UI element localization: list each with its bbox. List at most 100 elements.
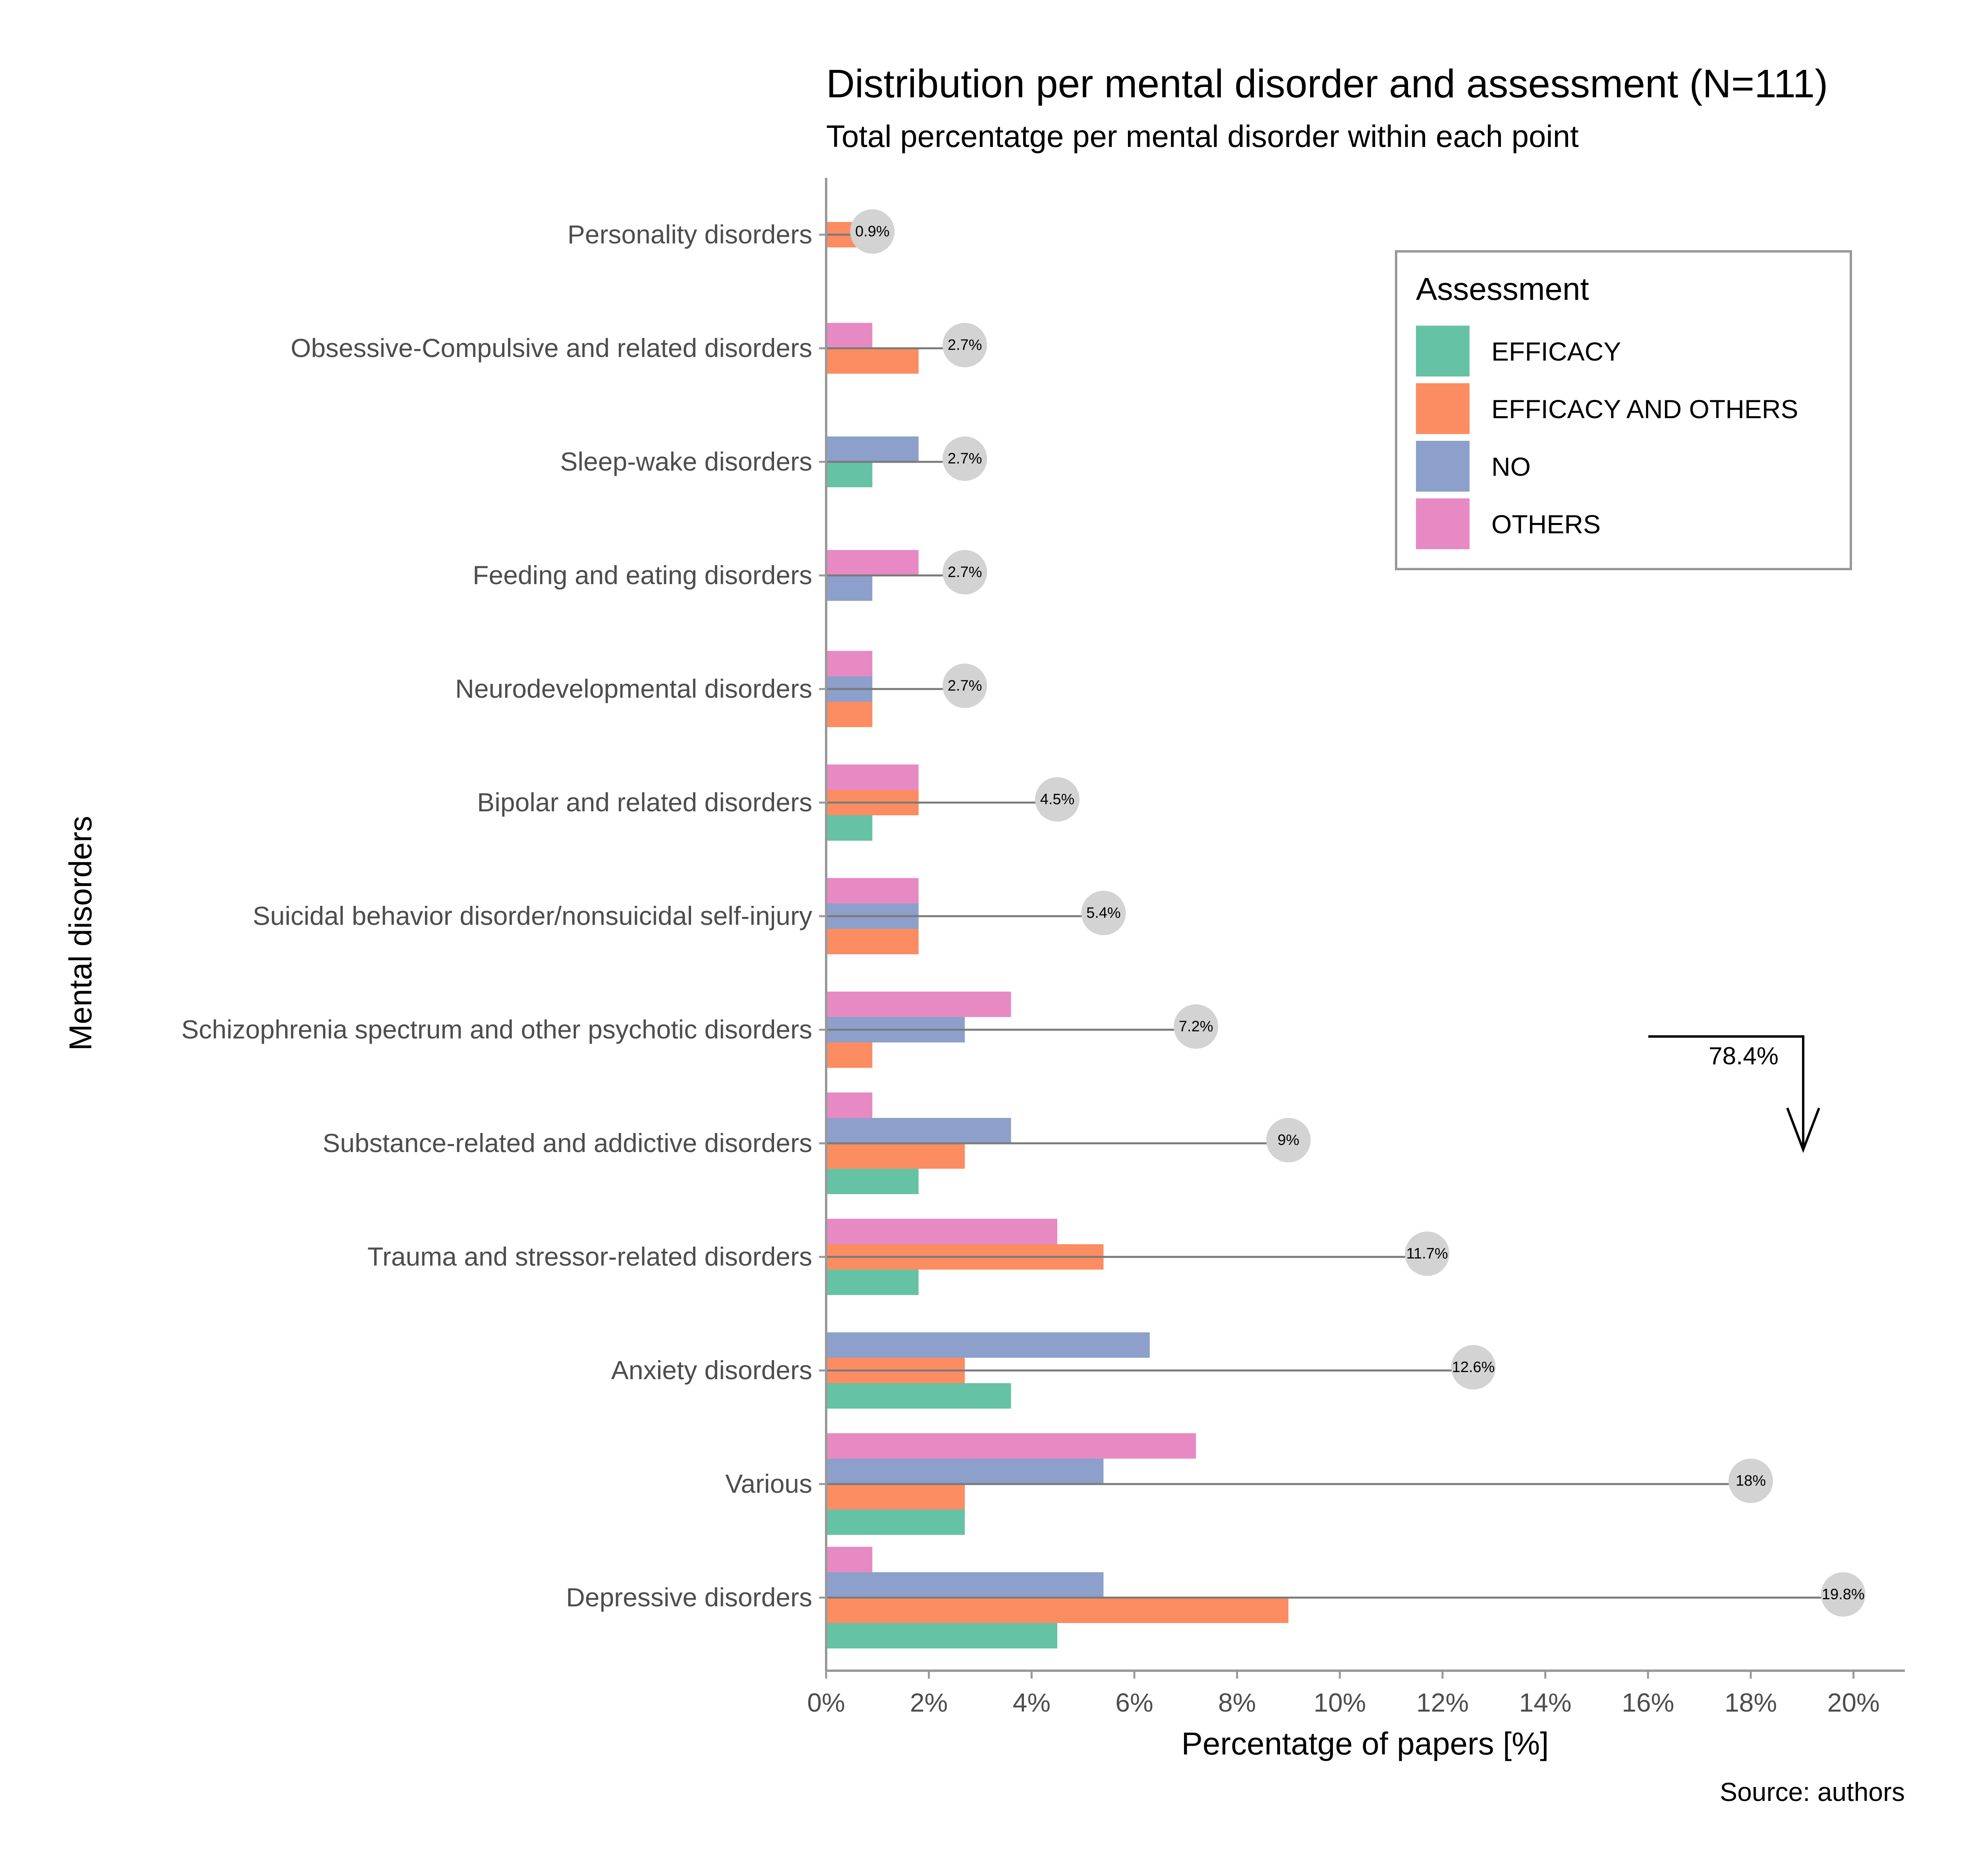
total-point bbox=[1081, 891, 1126, 935]
total-label: 2.7% bbox=[948, 677, 982, 694]
bar-others bbox=[826, 1433, 1196, 1459]
total-label: 0.9% bbox=[855, 223, 890, 240]
y-tick-label: Bipolar and related disorders bbox=[477, 787, 812, 817]
y-tick-label: Sleep-wake disorders bbox=[560, 447, 812, 476]
total-point bbox=[1405, 1231, 1450, 1276]
total-label: 18% bbox=[1736, 1473, 1766, 1489]
y-tick-label: Trauma and stressor-related disorders bbox=[367, 1242, 812, 1271]
y-tick-label: Obsessive-Compulsive and related disorde… bbox=[291, 333, 812, 363]
total-label: 2.7% bbox=[948, 450, 982, 467]
total-label: 12.6% bbox=[1452, 1359, 1495, 1376]
total-point bbox=[1035, 777, 1080, 822]
bar-efficacy-and-others bbox=[826, 1042, 873, 1068]
bar-efficacy bbox=[826, 1383, 1011, 1409]
bar-efficacy bbox=[826, 1623, 1057, 1648]
x-tick-label: 4% bbox=[1013, 1688, 1051, 1717]
legend-swatch bbox=[1416, 326, 1470, 376]
x-tick-label: 6% bbox=[1115, 1688, 1153, 1717]
bar-others bbox=[826, 651, 873, 676]
total-label: 2.7% bbox=[948, 564, 982, 581]
x-axis-title: Percentatge of papers [%] bbox=[1182, 1726, 1549, 1761]
bar-no bbox=[826, 436, 919, 462]
x-tick-label: 16% bbox=[1622, 1688, 1674, 1717]
x-tick-label: 12% bbox=[1416, 1688, 1469, 1717]
bar-efficacy-and-others bbox=[826, 702, 873, 727]
total-label: 9% bbox=[1278, 1132, 1300, 1148]
total-label: 5.4% bbox=[1086, 905, 1121, 921]
total-point bbox=[1174, 1004, 1219, 1049]
bar-no bbox=[826, 1118, 1011, 1143]
total-point bbox=[1451, 1345, 1496, 1390]
total-point bbox=[1266, 1118, 1311, 1162]
bar-efficacy-and-others bbox=[826, 1598, 1288, 1623]
total-point bbox=[1729, 1459, 1773, 1503]
legend-swatch bbox=[1416, 383, 1470, 434]
x-tick-label: 10% bbox=[1313, 1688, 1366, 1717]
bar-no bbox=[826, 575, 873, 601]
bar-efficacy-and-others bbox=[826, 929, 919, 954]
totals-layer: 0.9% 2.7% 2.7% 2.7% 2.7% 4.5% 5.4% 7.2% 9% 11.7% 1… bbox=[826, 209, 1866, 1617]
total-point bbox=[943, 323, 987, 367]
legend-swatch bbox=[1416, 498, 1470, 549]
legend-label: EFFICACY AND OTHERS bbox=[1491, 394, 1798, 424]
x-tick-labels: 0% 2% 4% 6% 8% 10% 12% 14% 16% 18% 20% bbox=[807, 1671, 1880, 1717]
bar-efficacy-and-others bbox=[826, 1484, 965, 1509]
bar-others bbox=[826, 1219, 1057, 1244]
chart-subtitle: Total percentatge per mental disorder wi… bbox=[826, 119, 1579, 154]
bar-no bbox=[826, 1459, 1104, 1484]
x-tick-label: 14% bbox=[1519, 1688, 1572, 1717]
bar-no bbox=[826, 1332, 1150, 1358]
y-tick-label: Neurodevelopmental disorders bbox=[455, 674, 812, 703]
y-tick-label: Schizophrenia spectrum and other psychot… bbox=[182, 1015, 812, 1044]
annotation-bracket bbox=[1648, 1035, 1804, 1150]
x-tick-label: 18% bbox=[1725, 1688, 1777, 1717]
x-tick-label: 20% bbox=[1827, 1688, 1880, 1717]
total-point bbox=[850, 209, 895, 254]
bar-no bbox=[826, 1572, 1104, 1598]
source-caption: Source: authors bbox=[1720, 1777, 1905, 1807]
total-point bbox=[943, 664, 987, 708]
bar-efficacy bbox=[826, 1509, 965, 1535]
legend-items: EFFICACY EFFICACY AND OTHERS NO OTHERS bbox=[1416, 326, 1798, 549]
legend: Assessment EFFICACY EFFICACY AND OTHERS NO… bbox=[1395, 250, 1852, 570]
y-tick-label: Suicidal behavior disorder/nonsuicidal s… bbox=[253, 901, 812, 930]
bar-others bbox=[826, 764, 919, 790]
bar-others bbox=[826, 878, 919, 903]
y-tick-label: Various bbox=[725, 1469, 812, 1498]
y-tick-label: Personality disorders bbox=[568, 220, 812, 249]
arrow-down-icon bbox=[1786, 1107, 1820, 1153]
y-tick-label: Depressive disorders bbox=[566, 1583, 812, 1612]
legend-box bbox=[1395, 250, 1852, 570]
legend-label: OTHERS bbox=[1491, 510, 1601, 539]
bar-others bbox=[826, 550, 919, 575]
total-annotation: 78.4% bbox=[1648, 1035, 1820, 1153]
total-label: 11.7% bbox=[1406, 1245, 1448, 1262]
bar-efficacy bbox=[826, 815, 873, 841]
bar-efficacy-and-others bbox=[826, 1143, 965, 1169]
legend-swatch bbox=[1416, 441, 1470, 492]
bar-efficacy bbox=[826, 462, 873, 487]
legend-title: Assessment bbox=[1416, 271, 1589, 307]
bar-efficacy bbox=[826, 1270, 919, 1295]
total-point bbox=[1821, 1572, 1866, 1617]
total-label: 4.5% bbox=[1040, 791, 1075, 808]
bar-efficacy-and-others bbox=[826, 348, 919, 374]
total-point bbox=[943, 436, 987, 481]
y-tick-label: Substance-related and addictive disorder… bbox=[323, 1128, 812, 1158]
total-label: 2.7% bbox=[948, 337, 982, 353]
chart-title: Distribution per mental disorder and ass… bbox=[826, 62, 1828, 106]
bar-others bbox=[826, 1547, 873, 1572]
y-tick-labels: Personality disorders Obsessive-Compulsiv… bbox=[182, 220, 826, 1612]
total-label: 7.2% bbox=[1179, 1018, 1213, 1035]
bar-others bbox=[826, 992, 1011, 1017]
x-tick-label: 0% bbox=[807, 1688, 845, 1717]
bars-layer bbox=[826, 222, 1288, 1648]
y-tick-label: Feeding and eating disorders bbox=[473, 560, 812, 590]
y-axis-title: Mental disorders bbox=[63, 816, 98, 1050]
bar-others bbox=[826, 323, 873, 348]
bar-efficacy bbox=[826, 1169, 919, 1194]
legend-label: NO bbox=[1491, 452, 1531, 481]
total-label: 19.8% bbox=[1822, 1586, 1865, 1603]
